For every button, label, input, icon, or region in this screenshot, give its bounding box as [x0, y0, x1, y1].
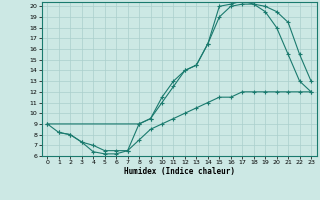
X-axis label: Humidex (Indice chaleur): Humidex (Indice chaleur)	[124, 167, 235, 176]
